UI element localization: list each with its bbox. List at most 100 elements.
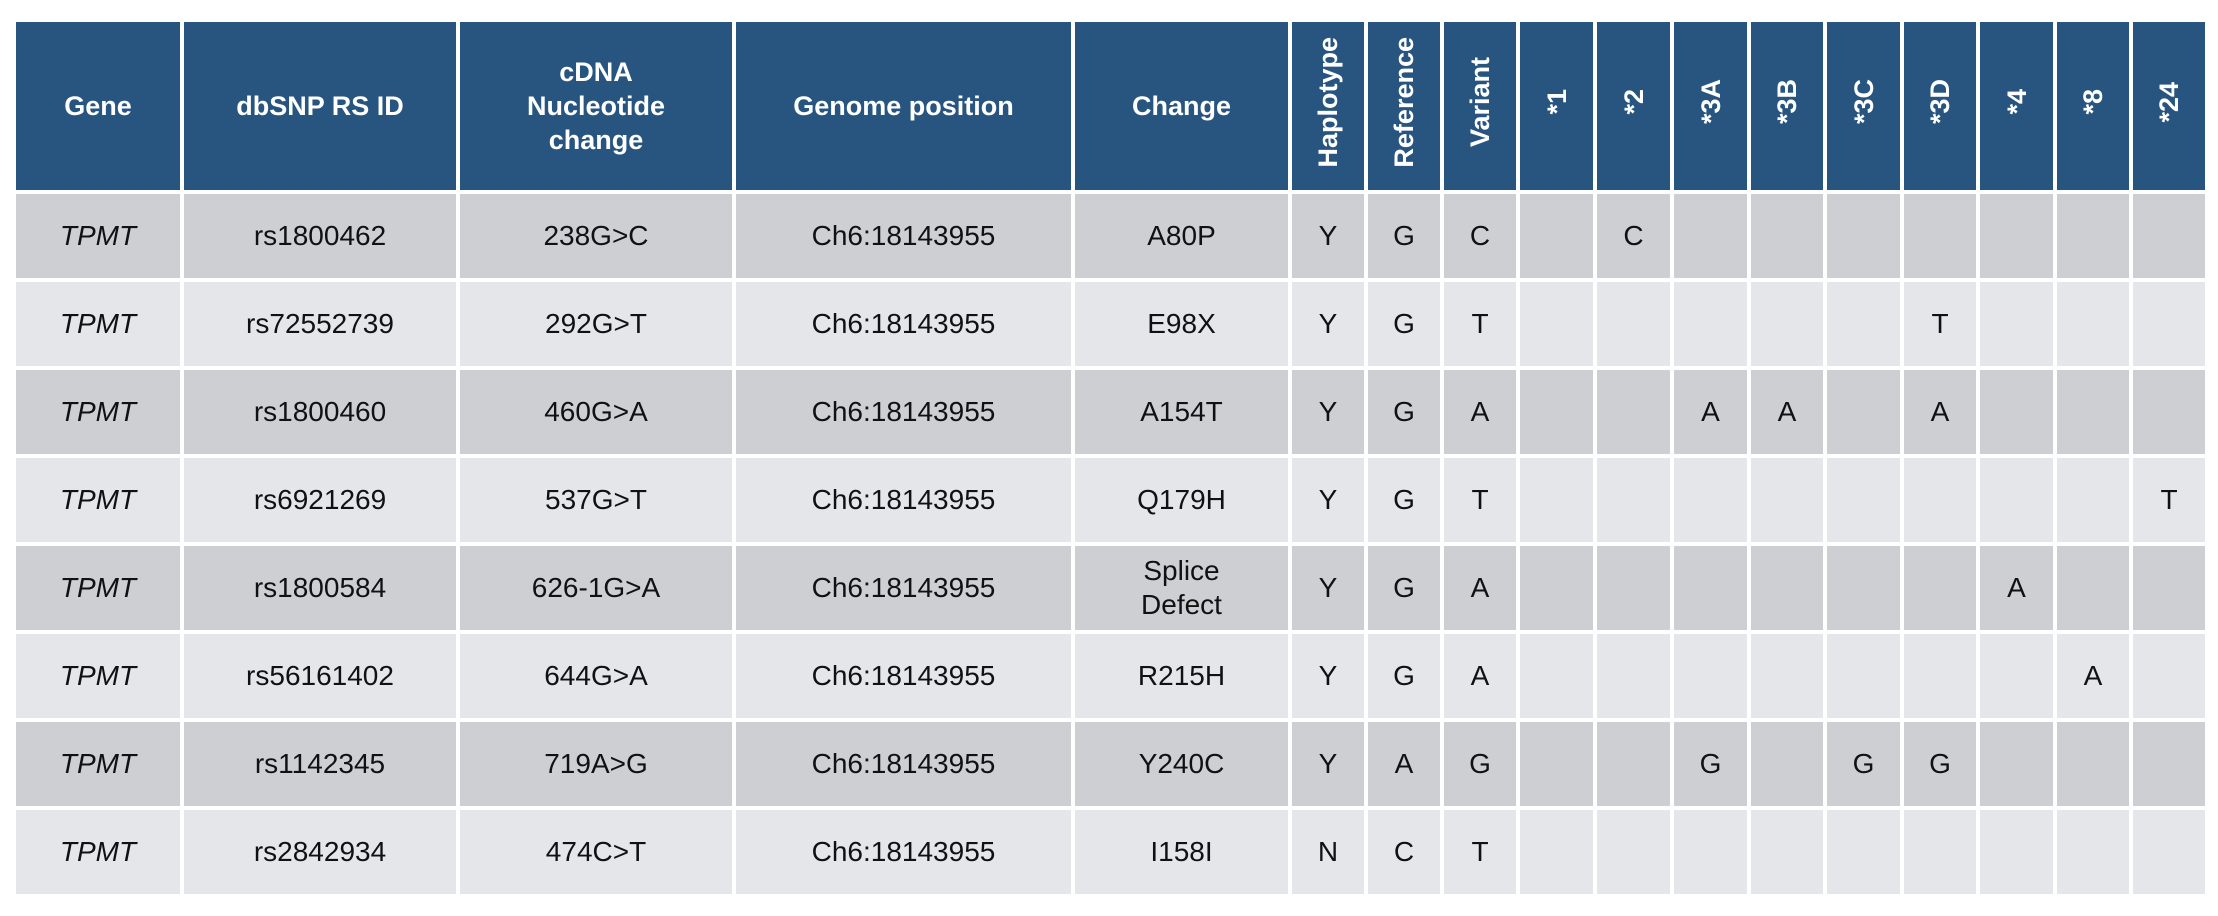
cell-reference: G bbox=[1364, 630, 1444, 722]
cell-variant: T bbox=[1440, 806, 1520, 898]
cell-change-line1: E98X bbox=[1147, 308, 1216, 339]
cell-allele-24 bbox=[2129, 630, 2209, 722]
cell-cdna: 238G>C bbox=[456, 190, 736, 282]
cell-allele-1 bbox=[1516, 454, 1597, 546]
cell-allele-1 bbox=[1516, 366, 1597, 458]
cell-allele-1 bbox=[1516, 806, 1597, 898]
cell-allele-3a bbox=[1670, 542, 1751, 634]
cell-allele-4 bbox=[1976, 718, 2057, 810]
cell-reference: G bbox=[1364, 366, 1444, 458]
cell-allele-24 bbox=[2129, 718, 2209, 810]
cell-allele-24: T bbox=[2129, 454, 2209, 546]
cell-change: E98X bbox=[1071, 278, 1292, 370]
header-reference: Reference bbox=[1364, 18, 1444, 194]
cell-cdna: 474C>T bbox=[456, 806, 736, 898]
cell-allele-3d: A bbox=[1900, 366, 1980, 458]
tpmt-variant-table-container: Gene dbSNP RS ID cDNA Nucleotide change … bbox=[12, 18, 2209, 898]
cell-rsid: rs2842934 bbox=[180, 806, 460, 898]
cell-allele-3a bbox=[1670, 806, 1751, 898]
cell-change: A80P bbox=[1071, 190, 1292, 282]
cell-haplotype: Y bbox=[1288, 542, 1368, 634]
cell-reference: G bbox=[1364, 190, 1444, 282]
header-allele-4: *4 bbox=[1976, 18, 2057, 194]
cell-rsid: rs1800584 bbox=[180, 542, 460, 634]
table-row: TPMT rs2842934 474C>T Ch6:18143955 I158I… bbox=[12, 806, 2209, 898]
cell-allele-2 bbox=[1593, 718, 1674, 810]
cell-genome-position: Ch6:18143955 bbox=[732, 366, 1075, 458]
cell-allele-24 bbox=[2129, 190, 2209, 282]
header-allele-1: *1 bbox=[1516, 18, 1597, 194]
cell-haplotype: Y bbox=[1288, 718, 1368, 810]
cell-rsid: rs1800462 bbox=[180, 190, 460, 282]
cell-allele-3d bbox=[1900, 630, 1980, 722]
cell-allele-8: A bbox=[2053, 630, 2133, 722]
header-allele-2: *2 bbox=[1593, 18, 1674, 194]
cell-allele-3d bbox=[1900, 454, 1980, 546]
cell-allele-24 bbox=[2129, 366, 2209, 458]
cell-allele-3d: T bbox=[1900, 278, 1980, 370]
cell-allele-2 bbox=[1593, 278, 1674, 370]
cell-allele-8 bbox=[2053, 454, 2133, 546]
header-dbsnp-rs-id: dbSNP RS ID bbox=[180, 18, 460, 194]
header-haplotype: Haplotype bbox=[1288, 18, 1368, 194]
cell-gene: TPMT bbox=[12, 278, 184, 370]
cell-genome-position: Ch6:18143955 bbox=[732, 806, 1075, 898]
table-row: TPMT rs1800460 460G>A Ch6:18143955 A154T… bbox=[12, 366, 2209, 458]
cell-allele-1 bbox=[1516, 190, 1597, 282]
cell-gene: TPMT bbox=[12, 718, 184, 810]
cell-allele-4 bbox=[1976, 806, 2057, 898]
table-row: TPMT rs6921269 537G>T Ch6:18143955 Q179H… bbox=[12, 454, 2209, 546]
cell-allele-2 bbox=[1593, 542, 1674, 634]
table-row: TPMT rs1800584 626-1G>A Ch6:18143955 Spl… bbox=[12, 542, 2209, 634]
cell-reference: G bbox=[1364, 454, 1444, 546]
cell-allele-2 bbox=[1593, 454, 1674, 546]
cell-allele-8 bbox=[2053, 718, 2133, 810]
cell-genome-position: Ch6:18143955 bbox=[732, 718, 1075, 810]
cell-allele-3c bbox=[1823, 278, 1904, 370]
cell-allele-3c bbox=[1823, 806, 1904, 898]
cell-change: I158I bbox=[1071, 806, 1292, 898]
table-row: TPMT rs72552739 292G>T Ch6:18143955 E98X… bbox=[12, 278, 2209, 370]
cell-allele-8 bbox=[2053, 806, 2133, 898]
cell-change: R215H bbox=[1071, 630, 1292, 722]
cell-allele-1 bbox=[1516, 278, 1597, 370]
cell-allele-2 bbox=[1593, 366, 1674, 458]
cell-haplotype: Y bbox=[1288, 630, 1368, 722]
cell-allele-3a: G bbox=[1670, 718, 1751, 810]
cell-genome-position: Ch6:18143955 bbox=[732, 190, 1075, 282]
table-row: TPMT rs1142345 719A>G Ch6:18143955 Y240C… bbox=[12, 718, 2209, 810]
cell-variant: G bbox=[1440, 718, 1520, 810]
cell-change-line1: A154T bbox=[1140, 396, 1223, 427]
cell-genome-position: Ch6:18143955 bbox=[732, 542, 1075, 634]
cell-variant: T bbox=[1440, 454, 1520, 546]
cell-genome-position: Ch6:18143955 bbox=[732, 278, 1075, 370]
header-cdna-line2: Nucleotide bbox=[526, 91, 666, 121]
cell-change-line1: A80P bbox=[1147, 220, 1216, 251]
cell-allele-3a bbox=[1670, 630, 1751, 722]
cell-allele-3d bbox=[1900, 806, 1980, 898]
cell-allele-4 bbox=[1976, 454, 2057, 546]
header-change: Change bbox=[1071, 18, 1292, 194]
cell-rsid: rs56161402 bbox=[180, 630, 460, 722]
cell-allele-4 bbox=[1976, 190, 2057, 282]
cell-allele-4 bbox=[1976, 630, 2057, 722]
cell-change-line1: R215H bbox=[1137, 660, 1226, 691]
cell-allele-2 bbox=[1593, 806, 1674, 898]
header-allele-3d: *3D bbox=[1900, 18, 1980, 194]
table-row: TPMT rs1800462 238G>C Ch6:18143955 A80P … bbox=[12, 190, 2209, 282]
cell-allele-2: C bbox=[1593, 190, 1674, 282]
cell-allele-3d bbox=[1900, 542, 1980, 634]
cell-allele-8 bbox=[2053, 278, 2133, 370]
header-allele-3a: *3A bbox=[1670, 18, 1751, 194]
cell-allele-8 bbox=[2053, 190, 2133, 282]
cell-gene: TPMT bbox=[12, 366, 184, 458]
header-row: Gene dbSNP RS ID cDNA Nucleotide change … bbox=[12, 18, 2209, 194]
cell-allele-8 bbox=[2053, 542, 2133, 634]
cell-allele-3b bbox=[1747, 454, 1827, 546]
cell-rsid: rs1800460 bbox=[180, 366, 460, 458]
header-allele-3b: *3B bbox=[1747, 18, 1827, 194]
cell-allele-1 bbox=[1516, 718, 1597, 810]
table-row: TPMT rs56161402 644G>A Ch6:18143955 R215… bbox=[12, 630, 2209, 722]
cell-variant: A bbox=[1440, 366, 1520, 458]
cell-genome-position: Ch6:18143955 bbox=[732, 630, 1075, 722]
